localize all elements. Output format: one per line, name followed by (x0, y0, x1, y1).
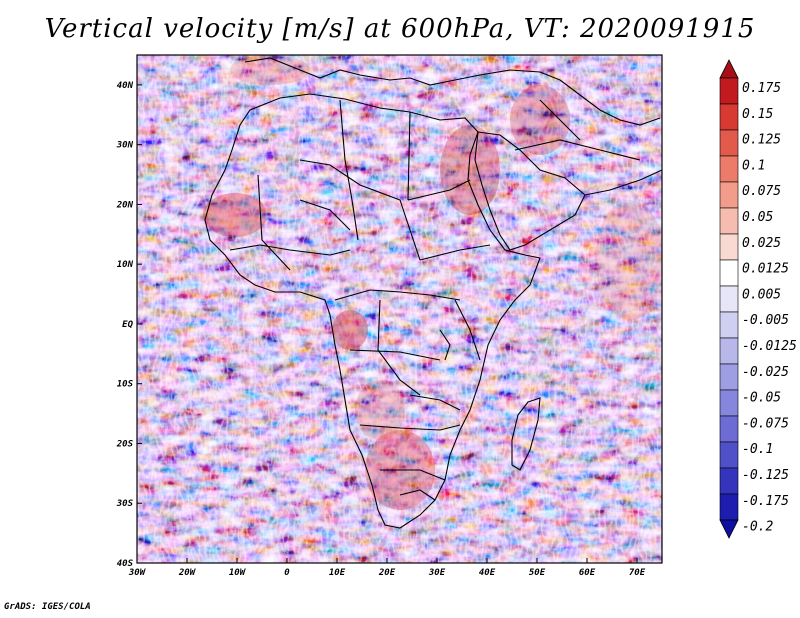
colorbar-swatch (719, 285, 739, 313)
lat-tick-label: 30S (116, 499, 134, 509)
lat-tick-label: 10S (117, 380, 134, 390)
lon-tick-label: 20W (178, 568, 197, 578)
lon-tick-label: 20E (378, 568, 396, 578)
lat-tick-label: 20S (116, 439, 134, 449)
colorbar-label: -0.0125 (742, 339, 797, 354)
colorbar-swatch (719, 467, 739, 495)
lat-tick-label: 20N (116, 200, 134, 210)
colorbar-swatch (719, 259, 739, 287)
lon-tick-label: 70E (629, 568, 646, 578)
lon-tick-label: 10E (329, 568, 346, 578)
colorbar-swatch (719, 389, 739, 417)
lat-tick-label: 40N (117, 81, 134, 91)
colorbar-swatch (719, 493, 739, 521)
colorbar-swatch (719, 233, 739, 261)
colorbar-label: -0.05 (742, 391, 781, 406)
colorbar-swatch (719, 415, 739, 443)
colorbar-label: 0.05 (742, 210, 773, 225)
colorbar-label: -0.2 (742, 520, 773, 535)
grads-credit: GrADS: IGES/COLA (4, 602, 91, 612)
colorbar-swatch (719, 181, 739, 209)
lon-tick-label: 10W (229, 568, 247, 578)
lon-tick-label: 40E (479, 568, 496, 578)
colorbar-label: 0.125 (742, 133, 781, 148)
chart-title: Vertical velocity [m/s] at 600hPa, VT: 2… (44, 14, 756, 44)
colorbar-label: 0.15 (742, 107, 773, 122)
lat-tick-label: 10N (117, 260, 134, 270)
colorbar-label: 0.0125 (742, 262, 789, 277)
colorbar: 0.175 0.15 0.125 0.1 0.075 0.05 0.025 0.0125 0.0… (719, 59, 797, 539)
colorbar-label: 0.175 (742, 81, 781, 96)
lat-tick-label: EQ (122, 320, 133, 330)
lon-tick-label: 30E (428, 568, 446, 578)
colorbar-swatch (719, 363, 739, 391)
colorbar-swatch (719, 155, 739, 183)
velocity-field (137, 55, 662, 563)
lon-tick-label: 0 (284, 568, 290, 578)
colorbar-label: 0.1 (742, 158, 765, 173)
lon-tick-label: 60E (579, 568, 596, 578)
colorbar-swatch (719, 311, 739, 339)
colorbar-label: -0.1 (742, 442, 773, 457)
colorbar-swatch (719, 337, 739, 365)
colorbar-top-arrow (719, 59, 739, 79)
lon-tick-label: 30W (128, 568, 147, 578)
colorbar-swatch (719, 207, 739, 235)
colorbar-label: -0.075 (742, 416, 789, 431)
plot-frame (136, 54, 663, 564)
colorbar-label: 0.075 (742, 184, 781, 199)
colorbar-label: -0.025 (742, 365, 789, 380)
colorbar-swatch (719, 441, 739, 469)
colorbar-label: -0.175 (742, 494, 789, 509)
colorbar-swatch (719, 103, 739, 131)
colorbar-label: 0.025 (742, 236, 781, 251)
lon-tick-label: 50E (529, 568, 546, 578)
coastline-outline (204, 57, 662, 529)
lat-tick-label: 40S (117, 559, 134, 569)
colorbar-label: -0.125 (742, 468, 789, 483)
colorbar-swatch (719, 129, 739, 157)
axis-ticks: 30W 20W 10W 0 10E 20E 30E 40E 50E 60E 70E 40N 30N 20N… (116, 81, 646, 578)
colorbar-label: -0.005 (742, 313, 789, 328)
lat-tick-label: 30N (116, 141, 134, 151)
colorbar-swatch (719, 77, 739, 105)
colorbar-label: 0.005 (742, 287, 781, 302)
colorbar-bottom-arrow (719, 519, 739, 539)
